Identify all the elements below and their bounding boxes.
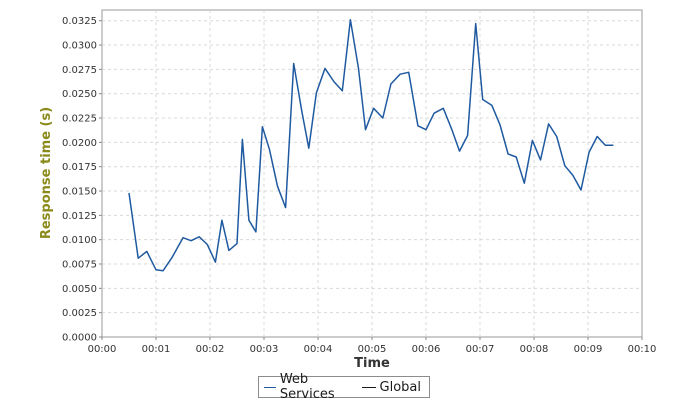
y-tick-label: 0.0250 bbox=[62, 89, 97, 100]
x-tick-label: 00:08 bbox=[520, 344, 549, 355]
series-layer bbox=[128, 18, 614, 272]
y-tick-label: 0.0100 bbox=[62, 235, 97, 246]
x-tick-label: 00:03 bbox=[250, 344, 279, 355]
y-tick-label: 0.0075 bbox=[62, 260, 97, 271]
legend-swatch-web-services bbox=[264, 386, 276, 388]
series-line-web-services bbox=[128, 18, 614, 272]
x-tick-label: 00:02 bbox=[196, 344, 225, 355]
y-axis-title: Response time (s) bbox=[39, 107, 54, 239]
legend: Web Services Global bbox=[258, 372, 430, 402]
x-axis-title: Time bbox=[354, 356, 390, 371]
x-tick-label: 00:06 bbox=[412, 344, 441, 355]
y-tick-label: 0.0025 bbox=[62, 308, 97, 319]
x-tick-label: 00:05 bbox=[358, 344, 387, 355]
x-tick-label: 00:09 bbox=[574, 344, 603, 355]
y-tick-label: 0.0325 bbox=[62, 16, 97, 27]
y-tick-label: 0.0050 bbox=[62, 284, 97, 295]
legend-swatch-global bbox=[361, 386, 376, 388]
y-tick-label: 0.0000 bbox=[62, 333, 97, 344]
grid bbox=[102, 10, 642, 337]
x-tick-label: 00:01 bbox=[142, 344, 171, 355]
x-tick-label: 00:00 bbox=[88, 344, 117, 355]
legend-label-global: Global bbox=[379, 379, 421, 395]
legend-item-web-services: Web Services bbox=[264, 372, 354, 402]
y-tick-label: 0.0125 bbox=[62, 211, 97, 222]
x-tick-label: 00:07 bbox=[466, 344, 495, 355]
y-axis: 0.0000 0.0025 0.0050 0.0075 0.0100 0.0125 0.01… bbox=[62, 16, 102, 344]
x-tick-label: 00:04 bbox=[304, 344, 333, 355]
x-axis: 00:00 00:01 00:02 00:03 00:04 00:05 00:06 00:07… bbox=[88, 337, 657, 355]
y-tick-label: 0.0225 bbox=[62, 114, 97, 125]
y-tick-label: 0.0200 bbox=[62, 138, 97, 149]
y-tick-label: 0.0150 bbox=[62, 187, 97, 198]
legend-label-web-services: Web Services bbox=[279, 372, 335, 402]
y-tick-label: 0.0275 bbox=[62, 65, 97, 76]
y-tick-label: 0.0175 bbox=[62, 162, 97, 173]
x-tick-label: 00:10 bbox=[628, 344, 657, 355]
y-tick-label: 0.0300 bbox=[62, 41, 97, 52]
legend-item-global: Global bbox=[361, 379, 421, 395]
